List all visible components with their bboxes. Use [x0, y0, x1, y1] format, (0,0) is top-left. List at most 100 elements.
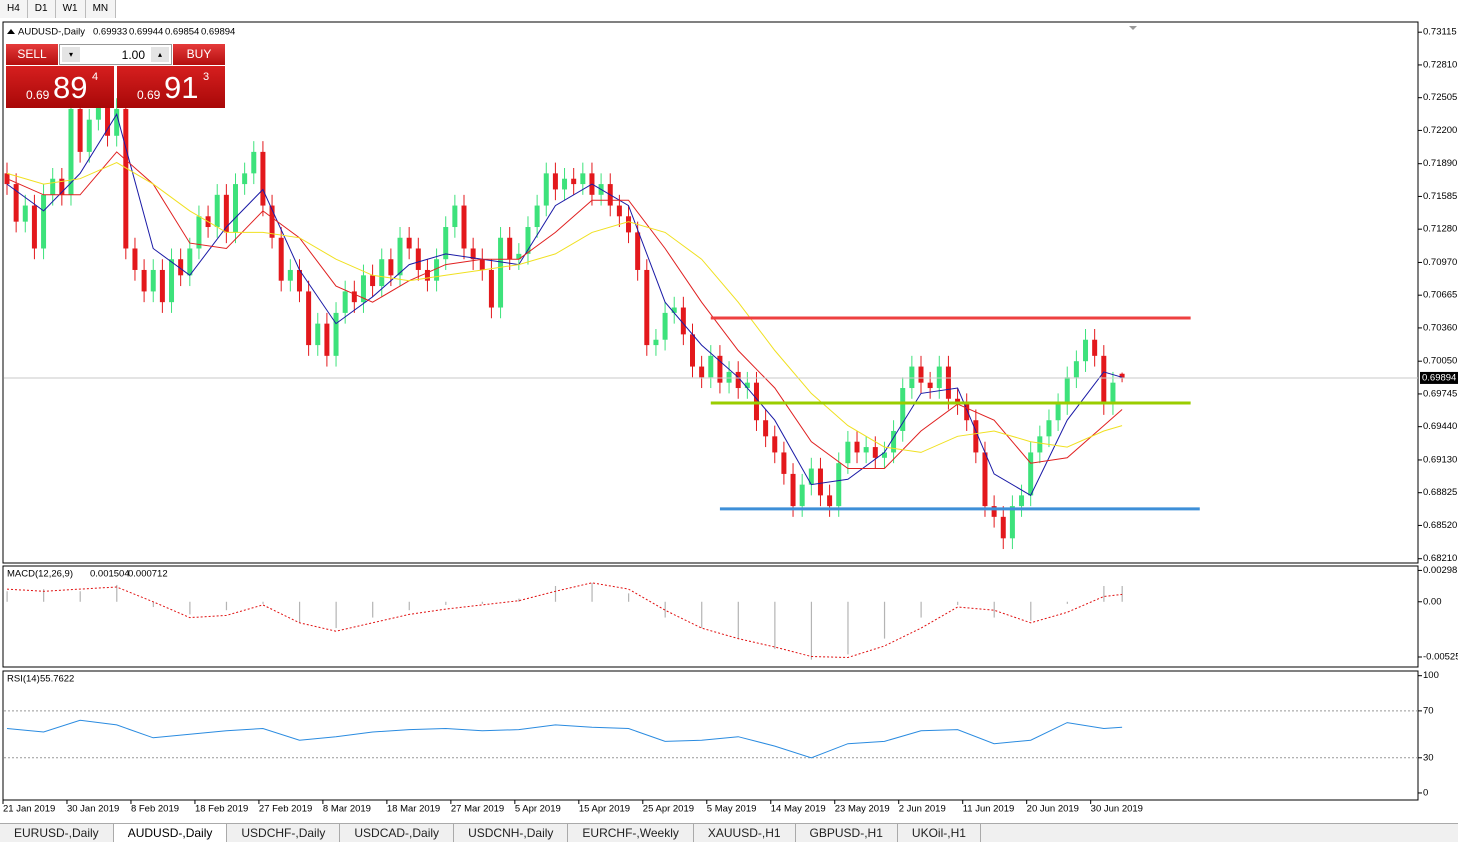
lot-value[interactable]: 1.00 [121, 48, 145, 62]
candle-body [306, 291, 312, 346]
y-tick-label: 30 [1423, 752, 1434, 763]
y-tick-label: 0.73115 [1423, 27, 1457, 38]
price-fraction: 3 [203, 71, 210, 83]
indicator-readout: 0.001504 [90, 569, 130, 580]
candle-body [836, 463, 842, 507]
candle-body [1073, 361, 1079, 378]
candle-body [1009, 506, 1015, 539]
symbol-tab[interactable]: USDCNH-,Daily [454, 824, 569, 842]
price-fraction: 4 [92, 71, 99, 83]
x-tick-label: 11 Jun 2019 [963, 804, 1015, 815]
x-tick-label: 25 Apr 2019 [643, 804, 694, 815]
y-tick-label: 0.71890 [1423, 158, 1457, 169]
candle-body [1000, 516, 1006, 539]
candle-body [552, 173, 558, 190]
x-tick-label: 30 Jun 2019 [1091, 804, 1143, 815]
ohlc-readout: 0.69894 [201, 27, 235, 38]
one-click-trading: SELL ▾ 1.00 ▴ BUY 0.69 89 4 0.69 91 3 [6, 44, 225, 108]
indicator-title: RSI(14) [7, 674, 40, 685]
macd-bar [189, 601, 191, 615]
y-tick-label: 0.00 [1423, 596, 1442, 607]
symbol-tab[interactable]: GBPUSD-,H1 [796, 824, 898, 842]
y-tick-label: 0.71585 [1423, 191, 1457, 202]
candle-body [95, 98, 101, 120]
candle-body [351, 291, 357, 303]
macd-bar [774, 601, 776, 650]
candle-body [744, 382, 750, 389]
candle-body [132, 248, 138, 270]
sell-button[interactable]: SELL [6, 44, 58, 65]
candle-body [488, 269, 494, 308]
price-panel [2, 21, 1419, 564]
collapse-icon[interactable] [7, 29, 15, 34]
candle-body [260, 151, 266, 206]
price-pips: 89 [53, 70, 88, 105]
candle-body [360, 275, 366, 303]
candle-body [105, 98, 111, 136]
macd-bar [701, 601, 703, 629]
symbol-tab[interactable]: UKOil-,H1 [898, 824, 981, 842]
y-tick-label: 70 [1423, 705, 1434, 716]
candle-body [1083, 339, 1089, 362]
symbol-tab[interactable]: XAUUSD-,H1 [694, 824, 796, 842]
timeframe-tab[interactable]: H4 [0, 0, 28, 18]
moving-average [6, 151, 1123, 469]
candle-body [1019, 495, 1025, 507]
macd-bar [408, 601, 410, 611]
symbol-tab[interactable]: EURUSD-,Daily [0, 824, 114, 842]
x-tick-label: 20 Jun 2019 [1027, 804, 1079, 815]
candle-body [342, 291, 348, 313]
lot-up[interactable]: ▴ [151, 47, 169, 62]
timeframe-tab[interactable]: W1 [55, 0, 86, 18]
price-prefix: 0.69 [26, 88, 50, 102]
y-tick-label: 0.72505 [1423, 92, 1457, 103]
macd-bar [1103, 585, 1105, 602]
last-price-label: 0.69894 [1422, 372, 1456, 383]
macd-bar [737, 601, 739, 639]
candle-body [68, 108, 74, 195]
symbol-tabs: EURUSD-,Daily AUDUSD-,Daily USDCHF-,Daily U… [0, 823, 1458, 842]
timeframe-tab[interactable]: D1 [27, 0, 56, 18]
timeframe-tab[interactable]: MN [85, 0, 117, 18]
candle-body [123, 108, 129, 249]
candle-body [863, 447, 869, 453]
candle-body [671, 307, 677, 313]
y-tick-label: 0.70360 [1423, 322, 1457, 333]
candle-body [507, 237, 513, 260]
chart-title: AUDUSD-,Daily [18, 27, 85, 38]
buy-button[interactable]: BUY [173, 44, 225, 65]
candle-body [470, 248, 476, 260]
candle-body [790, 473, 796, 507]
candle-body [534, 205, 540, 228]
y-tick-label: 0.69440 [1423, 421, 1457, 432]
symbol-tab[interactable]: EURCHF-,Weekly [568, 824, 694, 842]
symbol-tab[interactable]: USDCHF-,Daily [227, 824, 341, 842]
moving-average [6, 113, 1123, 497]
candle-body [973, 420, 979, 453]
candle-body [543, 173, 549, 206]
x-tick-label: 8 Mar 2019 [323, 804, 371, 815]
candle-body [817, 468, 823, 496]
x-tick-label: 18 Mar 2019 [387, 804, 440, 815]
candle-body [845, 441, 851, 464]
macd-bar [957, 601, 959, 605]
macd-bar [481, 601, 483, 604]
lot-box[interactable]: ▾ 1.00 ▴ [59, 44, 172, 65]
candle-body [571, 178, 577, 185]
bid-price[interactable]: 0.69 89 4 [6, 66, 114, 108]
candle-body [479, 259, 485, 270]
candle-body [781, 452, 787, 474]
symbol-tab[interactable]: AUDUSD-,Daily [113, 824, 228, 842]
lot-down[interactable]: ▾ [62, 47, 80, 62]
symbol-tab[interactable]: USDCAD-,Daily [340, 824, 455, 842]
ask-price[interactable]: 0.69 91 3 [117, 66, 225, 108]
candle-body [799, 484, 805, 507]
candle-body [498, 237, 504, 308]
macd-bar [883, 601, 886, 639]
macd-bar [372, 601, 374, 618]
macd-bar [920, 601, 922, 618]
macd-bar [6, 591, 8, 602]
candle-body [662, 312, 668, 340]
candle-body [251, 151, 257, 174]
macd-bar [152, 601, 154, 608]
